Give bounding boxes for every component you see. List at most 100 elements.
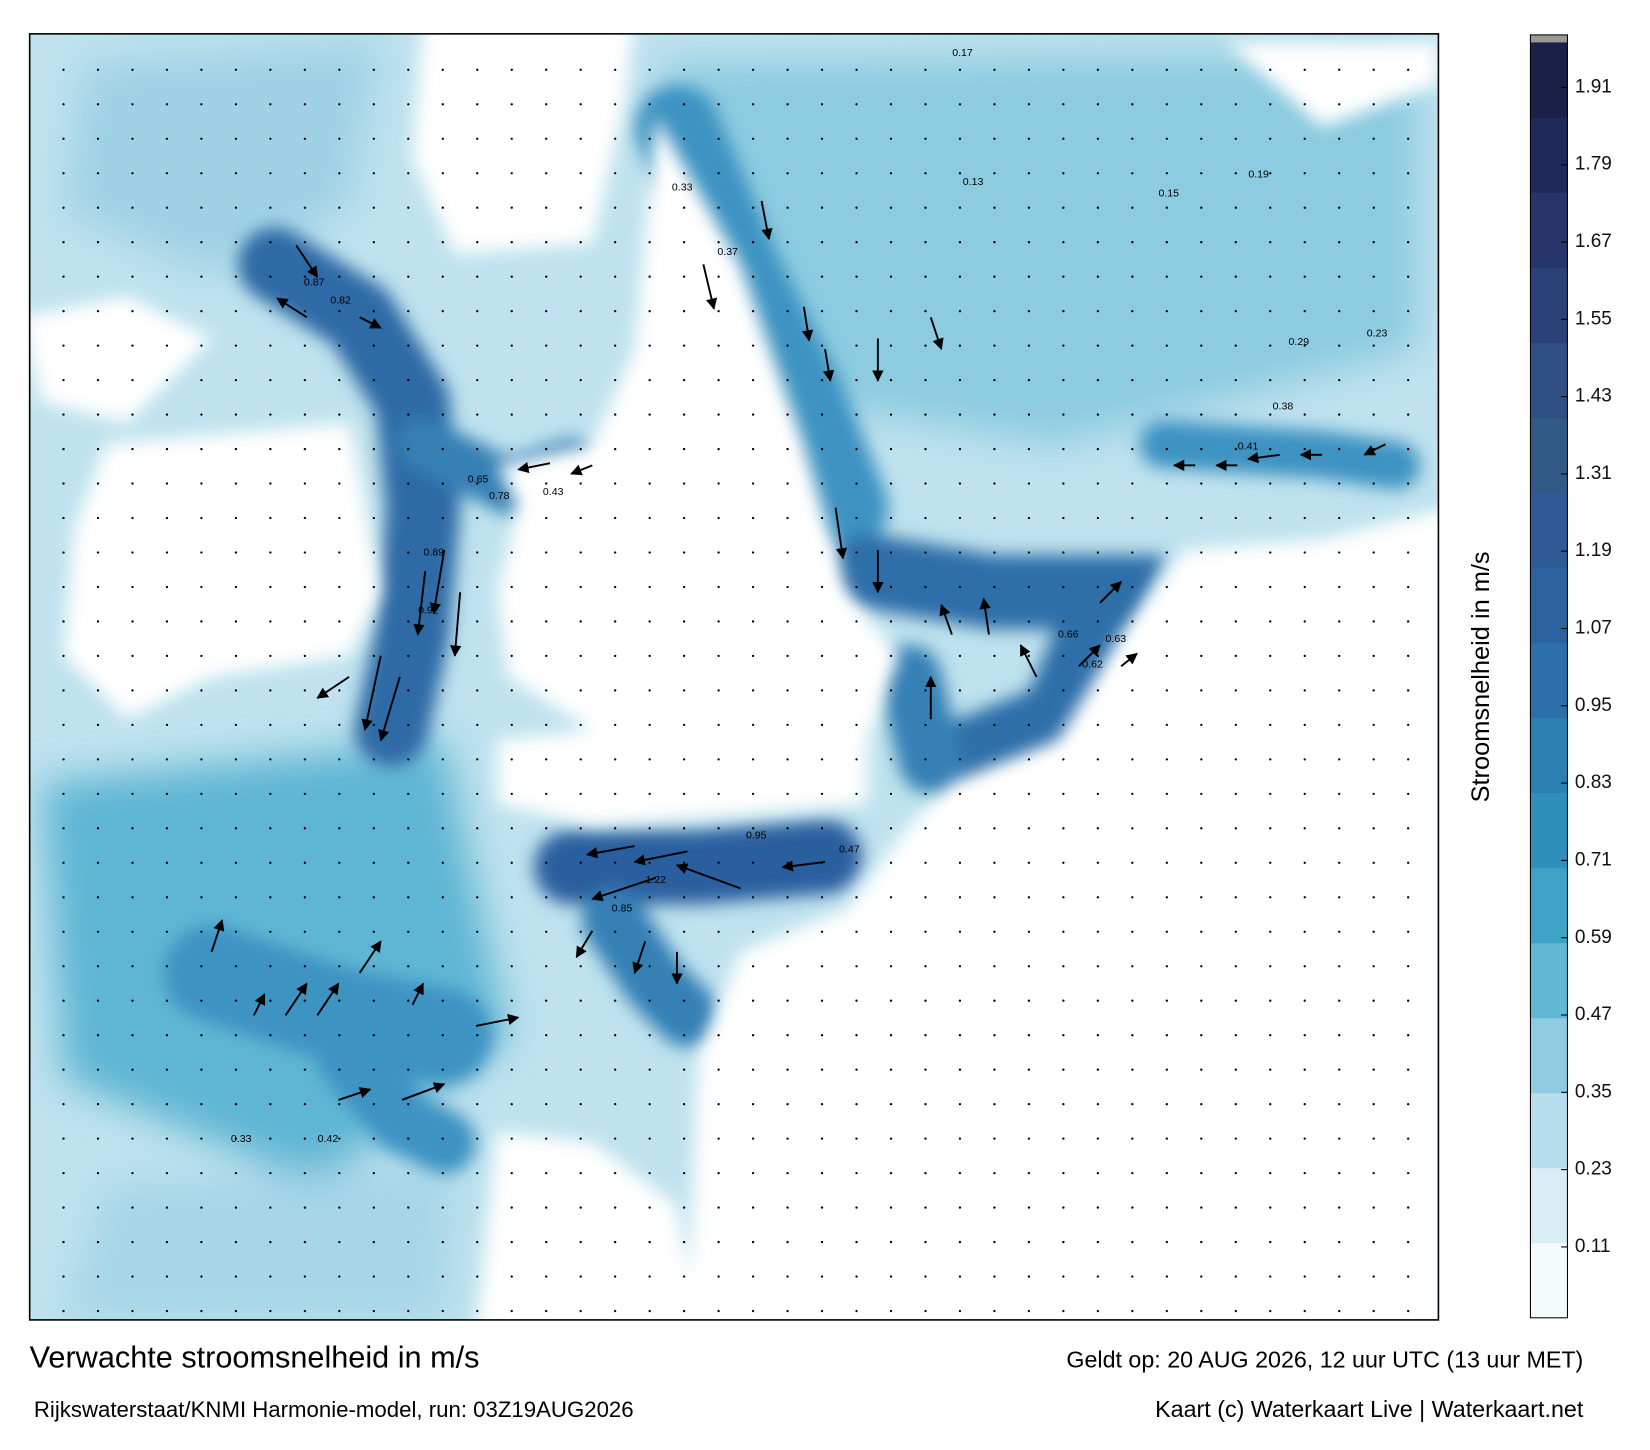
colorbar-band	[1530, 567, 1568, 644]
grid-dot	[958, 896, 962, 899]
grid-dot	[820, 378, 824, 382]
grid-dot	[924, 689, 927, 692]
grid-dot	[510, 620, 513, 623]
grid-dot	[1269, 68, 1272, 71]
grid-dot	[1338, 1068, 1341, 1071]
grid-dot	[165, 1102, 169, 1106]
grid-dot	[1062, 792, 1065, 796]
grid-dot	[200, 620, 203, 623]
grid-dot	[1407, 1309, 1410, 1313]
grid-dot	[786, 1240, 789, 1244]
grid-dot	[820, 1137, 824, 1140]
grid-dot	[303, 585, 307, 589]
grid-dot	[1131, 1034, 1134, 1037]
grid-dot	[545, 861, 548, 864]
grid-dot	[924, 1275, 927, 1278]
grid-dot	[269, 103, 272, 106]
grid-dot	[751, 758, 755, 761]
grid-dot	[820, 206, 824, 209]
grid-dot	[786, 447, 789, 451]
grid-dot	[579, 723, 582, 727]
grid-dot	[372, 68, 375, 71]
grid-dot	[1131, 930, 1134, 933]
grid-dot	[510, 930, 513, 933]
grid-dot	[1200, 620, 1203, 623]
grid-dot	[1372, 551, 1375, 554]
grid-dot	[407, 585, 410, 589]
grid-dot	[786, 861, 789, 864]
grid-dot	[510, 447, 513, 451]
grid-dot	[717, 447, 720, 451]
grid-dot	[1200, 896, 1203, 899]
grid-dot	[1338, 1275, 1341, 1278]
grid-dot	[441, 103, 444, 106]
grid-dot	[1407, 1206, 1410, 1209]
grid-dot	[1234, 1309, 1237, 1313]
grid-dot	[407, 447, 410, 451]
grid-dot	[545, 516, 548, 520]
grid-dot	[1096, 1171, 1100, 1175]
grid-dot	[1131, 1309, 1134, 1313]
grid-dot	[717, 378, 720, 382]
colorbar-tick-label: 1.07	[1575, 618, 1612, 639]
grid-dot	[614, 103, 617, 106]
grid-dot	[372, 482, 375, 485]
speed-labels: 0.951.220.850.920.890.870.820.780.650.66…	[231, 47, 1388, 1145]
grid-dot	[165, 1206, 169, 1209]
speed-label: 0.47	[839, 843, 860, 855]
grid-dot	[1234, 861, 1237, 864]
grid-dot	[889, 482, 893, 485]
grid-dot	[545, 172, 548, 175]
grid-dot	[579, 447, 582, 451]
grid-dot	[648, 861, 651, 864]
grid-dot	[579, 275, 582, 278]
grid-dot	[545, 482, 548, 485]
grid-dot	[441, 378, 444, 382]
grid-dot	[234, 999, 238, 1002]
grid-dot	[682, 378, 686, 382]
colorbar-tick-label: 1.31	[1575, 463, 1612, 484]
grid-dot	[648, 344, 651, 347]
grid-dot	[855, 689, 858, 692]
grid-dot	[510, 516, 513, 520]
colorbar-tick-label: 0.83	[1575, 772, 1612, 793]
grid-dot	[1338, 447, 1341, 451]
grid-dot	[62, 585, 65, 589]
grid-dot	[407, 1206, 410, 1209]
grid-dot	[820, 137, 824, 140]
grid-dot	[269, 1309, 272, 1313]
grid-dot	[303, 1137, 307, 1140]
grid-dot	[545, 413, 548, 416]
grid-dot	[786, 999, 789, 1002]
grid-dot	[648, 965, 651, 968]
grid-dot	[1407, 1240, 1410, 1244]
grid-dot	[993, 413, 996, 416]
grid-dot	[165, 241, 169, 244]
grid-dot	[924, 861, 927, 864]
grid-dot	[96, 172, 100, 175]
grid-dot	[372, 137, 375, 140]
grid-dot	[200, 827, 203, 830]
grid-dot	[993, 137, 996, 140]
grid-dot	[1269, 654, 1272, 658]
grid-dot	[476, 172, 479, 175]
grid-dot	[372, 551, 375, 554]
grid-dot	[338, 482, 341, 485]
grid-dot	[1269, 1240, 1272, 1244]
grid-dot	[1234, 827, 1237, 830]
grid-dot	[1303, 516, 1306, 520]
colorbar-tick-label: 0.47	[1575, 1004, 1612, 1025]
grid-dot	[717, 241, 720, 244]
grid-dot	[717, 344, 720, 347]
grid-dot	[993, 551, 996, 554]
grid-dot	[1096, 758, 1100, 761]
grid-dot	[441, 482, 444, 485]
grid-dot	[1027, 1068, 1031, 1071]
grid-dot	[717, 620, 720, 623]
grid-dot	[579, 930, 582, 933]
grid-dot	[62, 689, 65, 692]
grid-dot	[1165, 965, 1168, 968]
grid-dot	[476, 103, 479, 106]
grid-dot	[786, 206, 789, 209]
grid-dot	[441, 689, 444, 692]
